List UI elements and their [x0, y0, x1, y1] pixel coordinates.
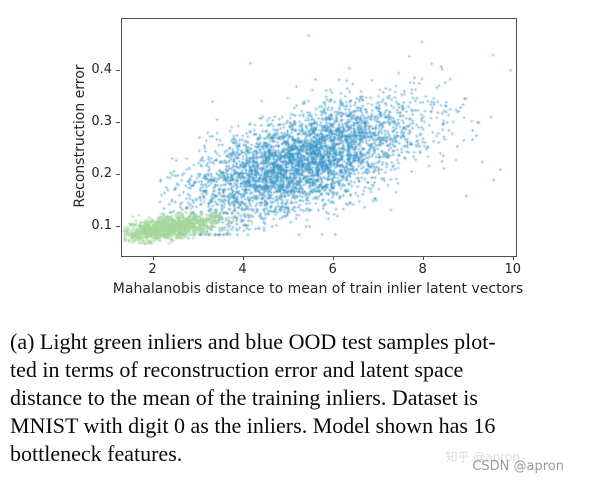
y-tick — [116, 173, 120, 175]
watermark-primary: CSDN @apron — [472, 459, 564, 474]
plot-area — [121, 18, 517, 257]
x-tick — [422, 256, 424, 260]
x-tick-label: 6 — [328, 262, 337, 277]
figure-caption: (a) Light green inliers and blue OOD tes… — [10, 329, 496, 466]
scatter-points-canvas — [122, 19, 516, 256]
x-tick — [512, 256, 514, 260]
x-tick — [332, 256, 334, 260]
x-tick-label: 8 — [418, 262, 427, 277]
x-tick-label: 2 — [148, 262, 157, 277]
x-axis-label: Mahalanobis distance to mean of train in… — [112, 281, 524, 297]
x-tick-label: 10 — [504, 262, 521, 277]
watermark-secondary: 知乎 @apron — [445, 450, 520, 464]
scatter-chart: Reconstruction error Mahalanobis distanc… — [72, 18, 524, 297]
x-tick — [152, 256, 154, 260]
y-tick — [116, 121, 120, 123]
x-tick-label: 4 — [238, 262, 247, 277]
y-axis-label: Reconstruction error — [72, 64, 88, 208]
y-tick — [116, 225, 120, 227]
y-tick-label: 0.1 — [91, 217, 112, 233]
y-tick-label: 0.2 — [91, 165, 112, 181]
y-tick-label: 0.4 — [91, 61, 112, 77]
x-tick — [242, 256, 244, 260]
y-tick-label: 0.3 — [91, 113, 112, 129]
y-tick — [116, 69, 120, 71]
